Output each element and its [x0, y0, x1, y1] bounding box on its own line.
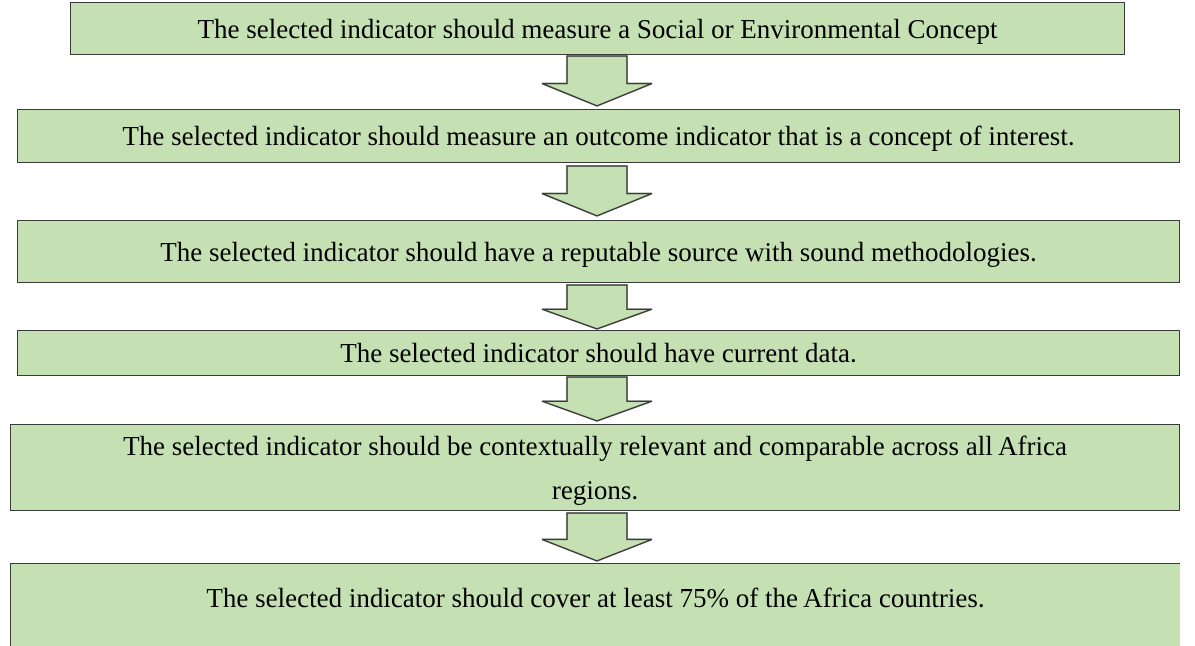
step-text: The selected indicator should be context… [123, 430, 1067, 461]
down-arrow [541, 376, 653, 422]
step-text: The selected indicator should have curre… [340, 338, 857, 368]
step-text: The selected indicator should cover at l… [206, 583, 985, 613]
down-arrow [541, 284, 653, 330]
step-box: The selected indicator should be context… [10, 424, 1180, 511]
step-text: regions. [551, 474, 639, 505]
down-arrow [541, 165, 653, 217]
down-arrow [541, 55, 653, 107]
step-text: The selected indicator should measure a … [197, 13, 998, 44]
step-box: The selected indicator should measure an… [17, 109, 1180, 163]
step-box: The selected indicator should measure a … [70, 2, 1125, 55]
step-box: The selected indicator should cover at l… [10, 563, 1180, 646]
step-text: The selected indicator should have a rep… [160, 236, 1037, 267]
down-arrow [541, 512, 653, 562]
step-text: The selected indicator should measure an… [122, 121, 1075, 151]
step-box: The selected indicator should have a rep… [17, 220, 1180, 283]
step-box: The selected indicator should have curre… [17, 330, 1180, 376]
